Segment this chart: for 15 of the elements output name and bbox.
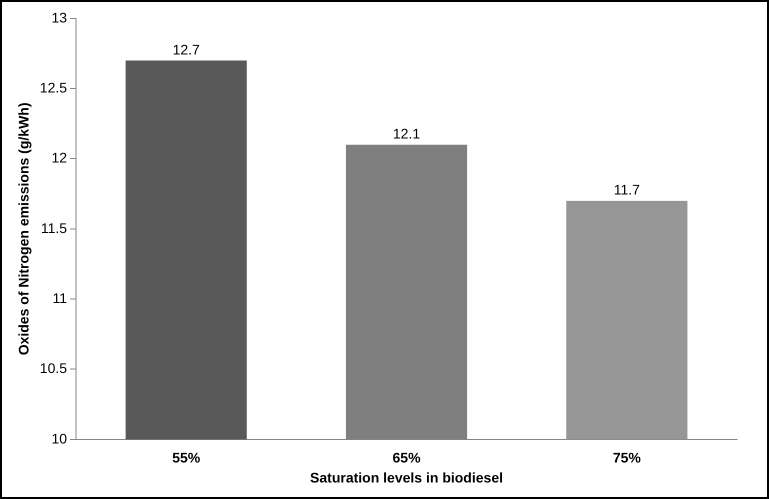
y-tick-label: 12.5 (40, 79, 68, 96)
y-axis-title: Oxides of Nitrogen emissions (g/kWh) (15, 102, 32, 356)
y-tick-label: 11 (52, 290, 68, 306)
y-tick-label: 12 (51, 150, 68, 166)
data-label: 12.1 (392, 126, 420, 142)
x-axis-title: Saturation levels in biodiesel (310, 469, 503, 486)
y-tick-label: 10.5 (40, 360, 68, 376)
y-tick-label: 13 (51, 9, 68, 26)
x-tick-label: 65% (392, 450, 422, 466)
x-tick-label: 75% (612, 450, 642, 466)
data-label: 11.7 (614, 182, 640, 198)
data-label: 12.7 (172, 41, 200, 58)
y-tick-label: 11.5 (40, 220, 68, 236)
x-tick-label: 55% (172, 450, 201, 466)
y-tick-label: 10 (51, 430, 68, 446)
